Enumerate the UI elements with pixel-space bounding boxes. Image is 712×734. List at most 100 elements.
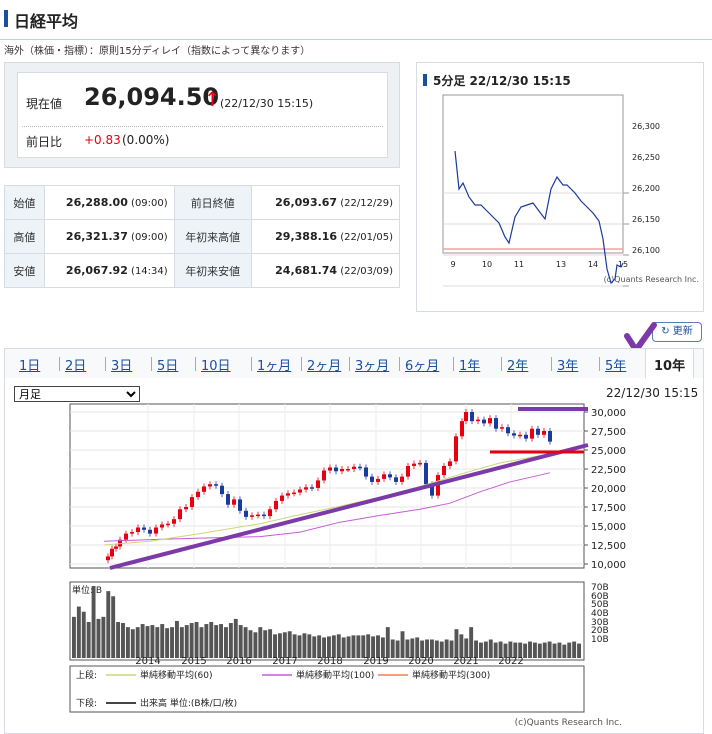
candle (110, 548, 114, 557)
candle (442, 465, 446, 476)
y-tick-label: 25,000 (591, 446, 626, 457)
volume-bar (121, 623, 125, 658)
volume-bar (238, 625, 243, 658)
volume-bar (552, 643, 557, 658)
quote-row: 安値 26,067.92 (14:34) 年初来安値 24,681.74 (22/03… (4, 253, 401, 288)
candle (226, 494, 230, 505)
quote-label: 始値 (4, 185, 45, 220)
volume-bar (322, 637, 326, 658)
candle (208, 484, 212, 487)
candle (376, 478, 380, 482)
candle (406, 465, 410, 477)
candle (160, 524, 164, 528)
volume-bar (150, 625, 155, 658)
tab-3[interactable]: 3日 (111, 359, 133, 374)
quote-value: 26,321.37 (09:00) (43, 219, 175, 254)
candle (518, 434, 522, 437)
quote-label: 安値 (4, 253, 45, 288)
volume-bar (483, 641, 488, 658)
volume-bar (434, 640, 439, 658)
candle (388, 474, 392, 478)
volume-bar (174, 620, 179, 658)
tab-5[interactable]: 10日 (201, 359, 231, 374)
refresh-button[interactable]: ↻ 更新 (652, 322, 702, 342)
volume-bar (204, 624, 209, 658)
tab-separator (599, 357, 600, 371)
tab-14[interactable]: 10年 (645, 348, 695, 379)
tab-7[interactable]: 2ヶ月 (307, 359, 342, 374)
volume-bar (170, 627, 174, 658)
page-title: 日経平均 (14, 12, 79, 31)
candle (172, 519, 176, 524)
candle (340, 469, 344, 472)
volume-bar (577, 643, 581, 658)
tab-13[interactable]: 5年 (605, 359, 627, 374)
candle (530, 428, 534, 439)
tab-12[interactable]: 3年 (557, 359, 579, 374)
candle (196, 491, 200, 498)
volume-bar (356, 635, 361, 658)
candle (154, 527, 158, 534)
candle (352, 466, 356, 469)
volume-bar (380, 637, 385, 658)
candle (334, 467, 338, 472)
volume-bar (557, 642, 562, 658)
volume-bar (130, 629, 135, 658)
current-price: 26,094.50 (84, 83, 220, 111)
candle (382, 474, 386, 479)
volume-bar (307, 634, 312, 658)
change-value: +0.83 (84, 133, 121, 147)
candle (524, 434, 528, 439)
period-tabs: 1日 2日 3日 5日 10日 1ヶ月 2ヶ月 3ヶ月 6ヶ月 1年 2年 3年 5年 10年 (4, 348, 704, 379)
volume-bar (72, 616, 76, 658)
x-tick-label: 10 (482, 260, 492, 269)
candle (148, 529, 152, 534)
y-tick-label: 26,100 (632, 246, 660, 255)
tab-8[interactable]: 3ヶ月 (355, 359, 390, 374)
volume-bar (366, 634, 371, 658)
volume-bar (116, 622, 121, 658)
candle (274, 500, 278, 510)
candle (310, 487, 314, 489)
period-select[interactable]: 月足 (14, 386, 140, 402)
volume-bar (277, 633, 282, 658)
tab-11[interactable]: 2年 (507, 359, 529, 374)
volume-bar (479, 642, 483, 658)
x-tick-label: 14 (588, 260, 598, 269)
tab-10[interactable]: 1年 (459, 359, 481, 374)
volume-bar (317, 635, 322, 658)
legend-lower-label: 下段: (76, 697, 97, 709)
volume-bar (268, 629, 273, 658)
long-term-chart: 30,000 27,500 25,000 22,500 20,000 17,500 15,0… (69, 403, 626, 728)
tab-6[interactable]: 1ヶ月 (257, 359, 292, 374)
x-tick-label: 2020 (408, 656, 433, 667)
candle (482, 419, 486, 424)
candle (536, 428, 540, 435)
quote-label: 年初来高値 (173, 219, 252, 254)
volume-bar (415, 637, 420, 658)
candle (136, 527, 140, 533)
tab-separator (59, 357, 60, 371)
candle (512, 433, 516, 436)
x-tick-label: 15 (618, 260, 628, 269)
candle (184, 507, 188, 510)
volume-bar (361, 635, 366, 658)
volume-bar (410, 638, 415, 658)
tab-separator (301, 357, 302, 371)
candle (214, 484, 218, 486)
price-box: 現在値 26,094.50 ↑ (22/12/30 15:15) 前日比 +0.… (4, 62, 400, 168)
volume-unit-label: 単位: B (72, 584, 102, 596)
y-tick-label: 17,500 (591, 503, 626, 514)
volume-bar (263, 630, 268, 658)
tab-4[interactable]: 5日 (157, 359, 179, 374)
tab-2[interactable]: 2日 (65, 359, 87, 374)
volume-bar (371, 636, 376, 658)
candle (424, 462, 428, 485)
tab-separator (195, 357, 196, 371)
tab-1[interactable]: 1日 (19, 359, 41, 374)
volume-bar (523, 643, 528, 658)
tab-9[interactable]: 6ヶ月 (405, 359, 440, 374)
quote-table: 始値 26,288.00 (09:00) 前日終値 26,093.67 (22/12/… (4, 185, 401, 288)
candle (298, 489, 302, 493)
intraday-chart: 26,300 26,250 26,200 26,150 26,100 9 10 11 13 14 1… (442, 94, 699, 287)
